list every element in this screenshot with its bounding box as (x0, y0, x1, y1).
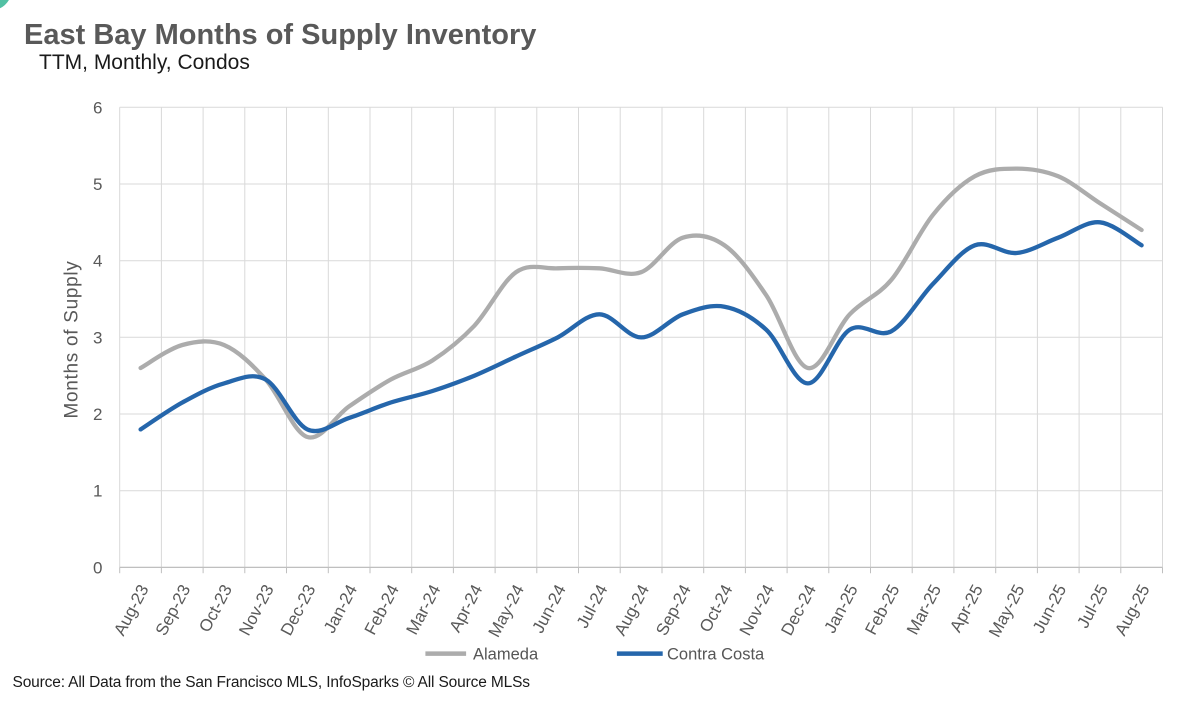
svg-text:Oct-24: Oct-24 (696, 581, 737, 635)
svg-text:5: 5 (93, 175, 102, 194)
svg-text:3: 3 (93, 328, 102, 347)
svg-text:Feb-24: Feb-24 (361, 581, 403, 637)
svg-text:Dec-23: Dec-23 (277, 581, 320, 638)
svg-text:Apr-24: Apr-24 (446, 581, 487, 635)
svg-text:Apr-25: Apr-25 (946, 581, 987, 635)
svg-text:Jul-25: Jul-25 (1073, 581, 1112, 631)
svg-text:6: 6 (93, 98, 102, 117)
svg-text:Alameda: Alameda (473, 646, 539, 664)
svg-text:Months of Supply: Months of Supply (62, 260, 83, 418)
svg-text:0: 0 (93, 558, 102, 577)
svg-text:4: 4 (93, 252, 102, 271)
svg-text:Contra Costa: Contra Costa (667, 646, 765, 664)
svg-text:Oct-23: Oct-23 (195, 581, 236, 635)
svg-text:Mar-25: Mar-25 (903, 581, 945, 637)
svg-text:Jan-24: Jan-24 (320, 581, 361, 636)
svg-text:Aug-24: Aug-24 (611, 581, 654, 638)
svg-text:Nov-23: Nov-23 (235, 581, 278, 638)
svg-text:Jul-24: Jul-24 (573, 581, 612, 631)
svg-text:Jan-25: Jan-25 (821, 581, 862, 636)
svg-text:1: 1 (93, 482, 102, 501)
svg-text:Feb-25: Feb-25 (861, 581, 903, 637)
svg-text:Mar-24: Mar-24 (402, 581, 444, 637)
svg-text:Aug-25: Aug-25 (1111, 581, 1154, 638)
svg-text:May-24: May-24 (485, 581, 528, 640)
svg-text:2: 2 (93, 405, 102, 424)
svg-text:Jun-24: Jun-24 (529, 581, 570, 636)
svg-text:Jun-25: Jun-25 (1029, 581, 1070, 636)
svg-text:May-25: May-25 (985, 581, 1028, 640)
svg-text:Nov-24: Nov-24 (736, 581, 779, 638)
svg-text:Aug-23: Aug-23 (110, 581, 153, 638)
svg-text:Dec-24: Dec-24 (777, 581, 820, 638)
svg-text:Sep-24: Sep-24 (652, 581, 695, 638)
svg-text:Sep-23: Sep-23 (152, 581, 195, 638)
